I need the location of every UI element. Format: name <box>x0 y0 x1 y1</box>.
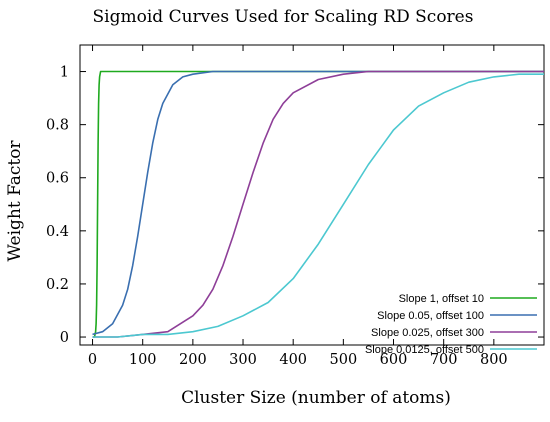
x-tick-label: 300 <box>229 352 257 368</box>
legend-label-4: Slope 0.0125, offset 500 <box>365 344 484 356</box>
series-lines <box>92 70 544 338</box>
x-tick-label: 100 <box>129 352 157 368</box>
legend-label-1: Slope 1, offset 10 <box>399 293 484 305</box>
y-tick-label: 1 <box>60 65 69 81</box>
x-tick-label: 800 <box>480 352 508 368</box>
series-line-4 <box>92 73 544 338</box>
legend: Slope 1, offset 10 Slope 0.05, offset 100… <box>365 293 537 356</box>
y-tick-label: 0.4 <box>46 224 69 240</box>
x-tick-labels: 0 100 200 300 400 500 600 700 800 <box>88 352 508 368</box>
legend-label-2: Slope 0.05, offset 100 <box>377 310 484 322</box>
x-tick-label: 0 <box>88 352 97 368</box>
x-tick-label: 400 <box>279 352 307 368</box>
y-tick-label: 0 <box>60 330 69 346</box>
x-tick-label: 700 <box>430 352 458 368</box>
series-line-3 <box>92 70 544 338</box>
x-tick-label: 600 <box>380 352 408 368</box>
chart-title: Sigmoid Curves Used for Scaling RD Score… <box>93 7 474 27</box>
x-tick-label: 200 <box>179 352 207 368</box>
y-tick-labels: 0 0.2 0.4 0.6 0.8 1 <box>46 65 69 346</box>
series-line-2 <box>92 70 544 336</box>
plot-area-frame <box>79 44 545 346</box>
y-axis-label: Weight Factor <box>5 140 25 262</box>
legend-label-3: Slope 0.025, offset 300 <box>371 327 484 339</box>
x-axis-label: Cluster Size (number of atoms) <box>181 388 451 408</box>
y-tick-label: 0.2 <box>46 277 69 293</box>
y-tick-label: 0.6 <box>46 171 69 187</box>
x-tick-label: 500 <box>330 352 358 368</box>
y-tick-label: 0.8 <box>46 118 69 134</box>
axis-ticks <box>80 45 544 345</box>
